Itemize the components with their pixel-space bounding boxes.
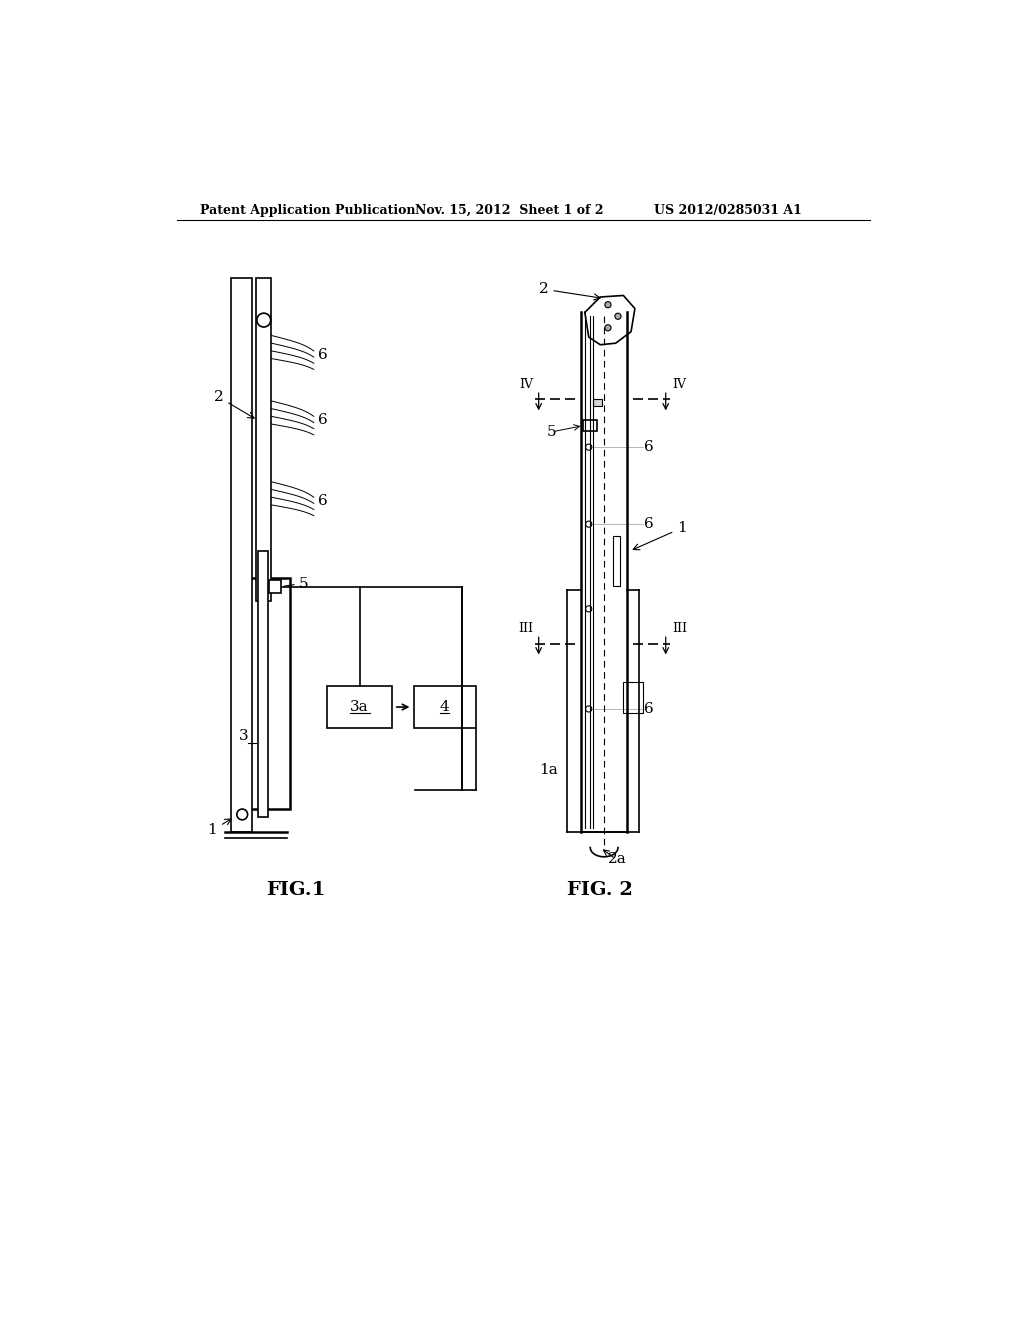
- Bar: [248, 578, 290, 809]
- Bar: [327, 686, 392, 729]
- Text: 3a: 3a: [350, 700, 369, 714]
- Text: 5: 5: [547, 425, 556, 438]
- Text: 5: 5: [298, 577, 308, 591]
- Text: 2: 2: [214, 389, 254, 418]
- Bar: [414, 686, 475, 729]
- Text: III: III: [518, 622, 534, 635]
- Text: IV: IV: [672, 378, 686, 391]
- Text: US 2012/0285031 A1: US 2012/0285031 A1: [654, 205, 802, 218]
- Text: 1a: 1a: [539, 763, 557, 777]
- Text: III: III: [672, 622, 687, 635]
- Text: 6: 6: [644, 517, 654, 531]
- Text: 1: 1: [633, 521, 687, 550]
- Bar: [624, 682, 643, 713]
- Bar: [593, 399, 602, 407]
- Text: 2: 2: [539, 282, 600, 300]
- Text: 6: 6: [644, 702, 654, 715]
- Circle shape: [605, 325, 611, 331]
- Text: 4: 4: [440, 700, 450, 714]
- Text: 2a: 2a: [608, 851, 627, 866]
- Bar: [269, 581, 282, 593]
- Circle shape: [257, 313, 270, 327]
- Text: 3: 3: [239, 729, 249, 743]
- Bar: [613, 536, 620, 586]
- Bar: [584, 420, 597, 430]
- Text: Patent Application Publication: Patent Application Publication: [200, 205, 416, 218]
- Bar: [258, 552, 268, 817]
- Text: FIG.1: FIG.1: [266, 880, 326, 899]
- Circle shape: [614, 313, 621, 319]
- Bar: [256, 277, 271, 601]
- Bar: [230, 277, 252, 832]
- Text: FIG. 2: FIG. 2: [567, 880, 633, 899]
- Circle shape: [605, 302, 611, 308]
- Text: 6: 6: [317, 494, 328, 508]
- Text: 1: 1: [208, 818, 231, 837]
- Text: IV: IV: [519, 378, 534, 391]
- Text: 6: 6: [644, 440, 654, 454]
- Text: 6: 6: [317, 347, 328, 362]
- Text: 6: 6: [317, 413, 328, 428]
- Text: Nov. 15, 2012  Sheet 1 of 2: Nov. 15, 2012 Sheet 1 of 2: [416, 205, 604, 218]
